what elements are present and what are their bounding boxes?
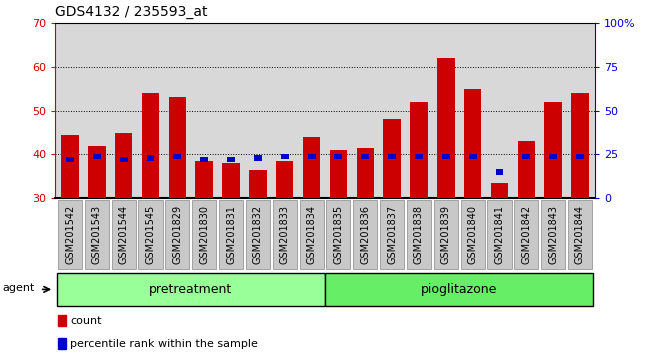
Bar bbox=[88, 146, 105, 198]
Text: percentile rank within the sample: percentile rank within the sample bbox=[70, 339, 258, 349]
Text: GDS4132 / 235593_at: GDS4132 / 235593_at bbox=[55, 5, 208, 19]
Bar bbox=[58, 338, 66, 349]
Text: pretreatment: pretreatment bbox=[149, 283, 233, 296]
Bar bbox=[330, 150, 347, 198]
Bar bbox=[549, 154, 557, 159]
Bar bbox=[219, 200, 243, 269]
Bar bbox=[307, 154, 315, 159]
Bar bbox=[200, 157, 208, 162]
Bar bbox=[415, 154, 423, 159]
Text: GSM201542: GSM201542 bbox=[65, 205, 75, 264]
Bar bbox=[407, 200, 431, 269]
Bar bbox=[254, 155, 262, 161]
Bar bbox=[142, 93, 159, 198]
Text: GSM201543: GSM201543 bbox=[92, 205, 102, 264]
Text: GSM201839: GSM201839 bbox=[441, 205, 451, 264]
Bar bbox=[523, 154, 530, 159]
Bar bbox=[303, 137, 320, 198]
Bar bbox=[192, 200, 216, 269]
Text: count: count bbox=[70, 316, 101, 326]
Bar bbox=[165, 200, 189, 269]
Text: GSM201830: GSM201830 bbox=[199, 205, 209, 264]
Bar bbox=[281, 154, 289, 159]
Bar bbox=[196, 161, 213, 198]
Bar bbox=[469, 154, 476, 159]
Bar bbox=[246, 200, 270, 269]
Bar bbox=[571, 93, 589, 198]
Bar bbox=[93, 154, 101, 159]
Bar bbox=[249, 170, 266, 198]
Bar bbox=[57, 273, 325, 306]
Bar bbox=[576, 154, 584, 159]
Text: GSM201545: GSM201545 bbox=[146, 205, 155, 264]
Bar bbox=[300, 200, 324, 269]
Bar bbox=[335, 154, 343, 159]
Bar bbox=[325, 273, 593, 306]
Text: GSM201834: GSM201834 bbox=[307, 205, 317, 264]
Bar bbox=[61, 135, 79, 198]
Bar bbox=[120, 157, 127, 162]
Text: GSM201831: GSM201831 bbox=[226, 205, 236, 264]
Bar bbox=[517, 141, 535, 198]
Bar bbox=[147, 155, 155, 161]
Bar bbox=[514, 200, 538, 269]
Bar bbox=[361, 154, 369, 159]
Bar bbox=[568, 200, 592, 269]
Bar bbox=[461, 200, 485, 269]
Bar bbox=[326, 200, 350, 269]
Text: pioglitazone: pioglitazone bbox=[421, 283, 497, 296]
Bar bbox=[174, 154, 181, 159]
Text: GSM201844: GSM201844 bbox=[575, 205, 585, 264]
Text: GSM201832: GSM201832 bbox=[253, 205, 263, 264]
Bar bbox=[434, 200, 458, 269]
Bar bbox=[488, 200, 512, 269]
Bar bbox=[66, 157, 74, 162]
Text: GSM201836: GSM201836 bbox=[360, 205, 370, 264]
Bar bbox=[442, 154, 450, 159]
Bar bbox=[276, 161, 293, 198]
Bar bbox=[410, 102, 428, 198]
Bar bbox=[491, 183, 508, 198]
Bar bbox=[58, 200, 82, 269]
Bar bbox=[357, 148, 374, 198]
Bar bbox=[541, 200, 566, 269]
Text: GSM201843: GSM201843 bbox=[548, 205, 558, 264]
Bar bbox=[168, 97, 186, 198]
Bar bbox=[272, 200, 297, 269]
Bar bbox=[384, 119, 401, 198]
Text: GSM201835: GSM201835 bbox=[333, 205, 343, 264]
Text: GSM201841: GSM201841 bbox=[495, 205, 504, 264]
Text: GSM201838: GSM201838 bbox=[414, 205, 424, 264]
Text: GSM201829: GSM201829 bbox=[172, 205, 183, 264]
Bar bbox=[380, 200, 404, 269]
Bar bbox=[437, 58, 454, 198]
Bar bbox=[495, 169, 503, 175]
Bar bbox=[58, 315, 66, 326]
Bar bbox=[138, 200, 162, 269]
Text: GSM201842: GSM201842 bbox=[521, 205, 531, 264]
Text: GSM201544: GSM201544 bbox=[119, 205, 129, 264]
Text: GSM201840: GSM201840 bbox=[467, 205, 478, 264]
Bar bbox=[115, 132, 133, 198]
Text: GSM201837: GSM201837 bbox=[387, 205, 397, 264]
Bar bbox=[84, 200, 109, 269]
Text: GSM201833: GSM201833 bbox=[280, 205, 290, 264]
Bar bbox=[222, 163, 240, 198]
Bar bbox=[388, 154, 396, 159]
Bar bbox=[353, 200, 378, 269]
Bar bbox=[227, 157, 235, 162]
Bar bbox=[112, 200, 136, 269]
Bar bbox=[545, 102, 562, 198]
Text: agent: agent bbox=[3, 282, 35, 292]
Bar bbox=[464, 89, 482, 198]
